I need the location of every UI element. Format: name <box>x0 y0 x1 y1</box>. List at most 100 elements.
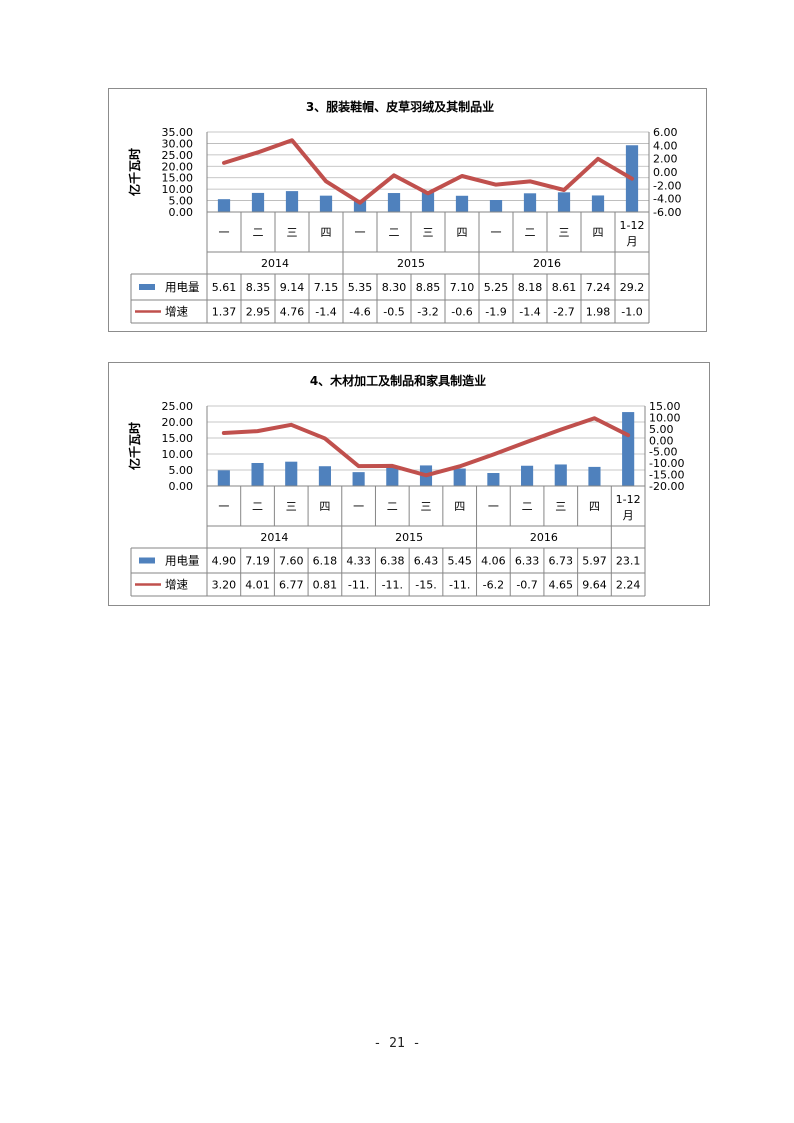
bar <box>285 191 299 212</box>
table-cell-usage: 4.90 <box>212 555 237 568</box>
category-label: 月 <box>627 235 638 248</box>
y2-tick-label: 4.00 <box>653 139 678 152</box>
table-cell-growth: -0.5 <box>383 306 404 319</box>
table-cell-usage: 5.35 <box>348 281 373 294</box>
table-cell-usage: 8.85 <box>416 281 441 294</box>
table-cell-growth: -1.9 <box>485 306 506 319</box>
legend-swatch-bar <box>139 557 155 564</box>
table-cell-growth: 1.37 <box>212 306 237 319</box>
table-cell-growth: -6.2 <box>483 579 504 592</box>
y2-tick-label: 5.00 <box>649 423 674 436</box>
category-label: 四 <box>454 500 465 513</box>
category-label: 月 <box>623 509 634 522</box>
category-label: 三 <box>286 500 297 513</box>
y2-tick-label: 0.00 <box>649 434 674 447</box>
category-label: 三 <box>559 226 570 239</box>
table-cell-usage: 6.43 <box>414 555 439 568</box>
category-label: 一 <box>218 500 229 513</box>
category-label: 三 <box>421 500 432 513</box>
category-label: 四 <box>593 226 604 239</box>
table-cell-usage: 7.24 <box>586 281 611 294</box>
chart-title: 3、服装鞋帽、皮草羽绒及其制品业 <box>306 99 494 114</box>
table-cell-usage: 5.97 <box>582 555 607 568</box>
category-label: 三 <box>423 226 434 239</box>
table-cell-usage: 6.38 <box>380 555 405 568</box>
line-series <box>222 138 634 205</box>
legend-label-line: 增速 <box>165 578 188 592</box>
chart-title: 4、木材加工及制品和家具制造业 <box>310 373 486 388</box>
table-cell-usage: 4.33 <box>346 555 371 568</box>
table-cell-growth: 4.76 <box>280 306 305 319</box>
y-tick-label: 0.00 <box>169 206 194 219</box>
bar <box>251 192 265 212</box>
table-cell-growth: -0.7 <box>516 579 537 592</box>
category-label: 二 <box>525 226 536 239</box>
legend-label-bar: 用电量 <box>165 280 200 294</box>
bar <box>521 465 534 486</box>
table-cell-growth: 4.01 <box>245 579 269 592</box>
y2-tick-label: -6.00 <box>653 206 681 219</box>
category-label: 一 <box>491 226 502 239</box>
line-series <box>221 416 631 478</box>
category-label: 一 <box>488 500 499 513</box>
bar <box>386 465 399 486</box>
table-cell-growth: -1.4 <box>519 306 540 319</box>
chart-wood-svg: 4、木材加工及制品和家具制造业亿千瓦时25.0020.0015.0010.005… <box>127 373 684 597</box>
y-tick-label: 20.00 <box>162 160 194 173</box>
year-label: 2016 <box>533 257 561 270</box>
table-cell-growth: 4.65 <box>549 579 574 592</box>
bar <box>285 461 298 486</box>
table-cell-usage: 7.10 <box>450 281 475 294</box>
table-cell-usage: 4.06 <box>481 555 506 568</box>
category-label: 二 <box>389 226 400 239</box>
y2-tick-label: -5.00 <box>649 446 677 459</box>
table-cell-usage: 6.18 <box>313 555 338 568</box>
table-cell-growth: -1.0 <box>621 306 642 319</box>
category-label: 1-12 <box>616 493 641 506</box>
y2-tick-label: -2.00 <box>653 179 681 192</box>
chart-wood: 4、木材加工及制品和家具制造业 亿千瓦时 25.00 20.00 15.00 10.00 5… <box>108 362 710 606</box>
category-label: 一 <box>353 500 364 513</box>
table-cell-usage: 7.19 <box>245 555 269 568</box>
bar <box>318 466 331 486</box>
table-cell-usage: 8.61 <box>552 281 577 294</box>
bar <box>453 468 466 486</box>
table-cell-growth: -11. <box>382 579 403 592</box>
y-axis-label: 亿千瓦时 <box>127 422 142 470</box>
bar <box>489 200 503 212</box>
bar <box>455 195 469 212</box>
table-cell-growth: -1.4 <box>315 306 336 319</box>
table-cell-growth: 0.81 <box>313 579 338 592</box>
category-label: 三 <box>287 226 298 239</box>
bar <box>387 193 401 212</box>
y-tick-label: 25.00 <box>162 149 194 162</box>
category-label: 四 <box>589 500 600 513</box>
y-tick-label: 15.00 <box>162 172 194 185</box>
table-cell-usage: 7.15 <box>314 281 339 294</box>
y2-tick-label: 2.00 <box>653 153 678 166</box>
y-tick-label: 15.00 <box>162 432 194 445</box>
y-tick-label: 10.00 <box>162 183 194 196</box>
category-label: 一 <box>219 226 230 239</box>
y-tick-label: 25.00 <box>162 400 194 413</box>
table-cell-usage: 8.30 <box>382 281 407 294</box>
year-label: 2015 <box>397 257 425 270</box>
table-cell-growth: -4.6 <box>349 306 370 319</box>
table-cell-growth: -11. <box>348 579 369 592</box>
bar <box>554 464 567 486</box>
table-cell-usage: 5.61 <box>212 281 237 294</box>
category-label: 四 <box>319 500 330 513</box>
bar <box>591 195 605 212</box>
table-cell-usage: 9.14 <box>280 281 305 294</box>
table-cell-usage: 23.1 <box>616 555 641 568</box>
y-tick-label: 5.00 <box>169 464 194 477</box>
bar <box>352 472 365 486</box>
page-number: - 21 - <box>373 1036 421 1051</box>
table-cell-usage: 6.33 <box>515 555 540 568</box>
bar <box>217 199 231 212</box>
category-label: 四 <box>457 226 468 239</box>
y-axis-label: 亿千瓦时 <box>127 148 142 196</box>
y2-tick-label: -20.00 <box>649 480 684 493</box>
year-label: 2015 <box>395 531 423 544</box>
year-label: 2014 <box>260 531 288 544</box>
